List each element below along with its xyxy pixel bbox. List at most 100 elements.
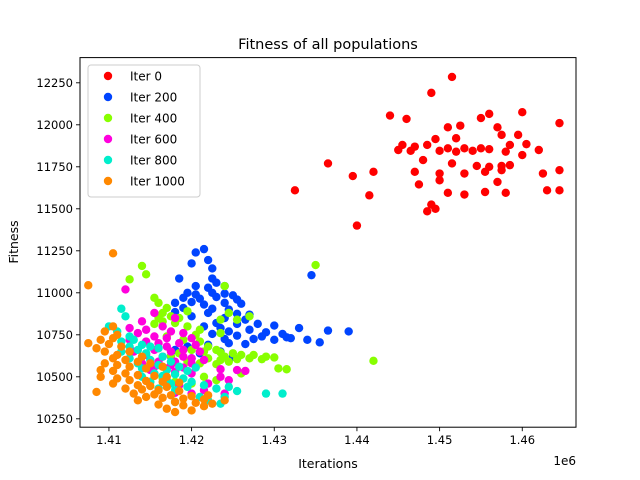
data-point <box>121 384 130 393</box>
data-point <box>170 313 180 323</box>
data-point <box>137 317 147 326</box>
data-point <box>129 389 138 398</box>
data-point <box>208 399 217 408</box>
data-point <box>522 139 531 149</box>
data-point <box>187 391 196 401</box>
data-point <box>497 130 506 140</box>
data-point <box>443 144 453 153</box>
data-point <box>232 354 242 364</box>
data-point <box>480 167 490 177</box>
data-point <box>158 362 167 371</box>
data-point <box>232 386 242 396</box>
data-point <box>224 382 233 392</box>
data-point <box>348 171 357 181</box>
legend-marker <box>103 92 113 102</box>
data-point <box>476 113 486 123</box>
y-tick-label: 10750 <box>36 328 73 342</box>
x-tick-label: 1.41 <box>96 433 122 447</box>
data-point <box>534 145 543 155</box>
data-point <box>216 365 225 374</box>
data-point <box>447 72 457 82</box>
data-point <box>100 359 110 368</box>
y-tick-label: 12250 <box>36 76 73 90</box>
data-point <box>121 369 130 378</box>
data-point <box>170 370 180 379</box>
data-point <box>451 134 461 143</box>
data-point <box>418 155 428 165</box>
legend-marker <box>103 113 113 123</box>
data-point <box>175 274 184 283</box>
x-axis-offset-label: 1e6 <box>553 454 576 468</box>
data-point <box>212 384 221 393</box>
legend-label: Iter 400 <box>130 112 177 126</box>
x-tick-label: 1.42 <box>179 433 205 447</box>
data-point <box>170 298 180 308</box>
data-point <box>175 362 184 371</box>
data-point <box>150 371 159 381</box>
data-point <box>538 169 548 178</box>
data-point <box>228 349 238 358</box>
data-point <box>108 333 118 343</box>
data-point <box>245 312 254 321</box>
data-point <box>208 329 217 339</box>
legend-label: Iter 800 <box>130 154 177 168</box>
legend-frame <box>87 64 201 198</box>
data-point <box>216 315 225 324</box>
data-point <box>257 332 267 341</box>
x-tick-label: 1.45 <box>427 433 453 447</box>
y-tick-label: 11500 <box>36 202 73 216</box>
data-point <box>460 169 469 178</box>
data-point <box>108 354 118 363</box>
data-point <box>505 160 515 170</box>
legend-marker <box>103 155 113 165</box>
data-point <box>224 357 233 366</box>
data-point <box>175 339 184 348</box>
data-point <box>220 298 229 308</box>
data-point <box>307 270 316 280</box>
data-point <box>435 176 444 185</box>
data-point <box>282 365 291 374</box>
data-point <box>286 333 295 343</box>
data-point <box>187 297 196 307</box>
data-point <box>158 322 167 331</box>
data-point <box>150 319 159 329</box>
legend-marker <box>103 134 113 144</box>
data-point <box>414 180 424 189</box>
data-point <box>216 372 225 381</box>
data-point <box>166 357 176 366</box>
data-point <box>294 323 304 333</box>
x-tick-label: 1.43 <box>261 433 287 447</box>
data-point <box>369 356 378 366</box>
data-point <box>423 207 432 216</box>
data-point <box>456 121 465 130</box>
x-tick-label: 1.46 <box>509 433 535 447</box>
data-point <box>224 339 233 348</box>
data-point <box>542 186 552 195</box>
data-point <box>385 111 395 120</box>
plot-frame <box>79 57 577 428</box>
x-tick-label: 1.44 <box>344 433 370 447</box>
y-tick-label: 10500 <box>36 370 73 384</box>
data-point <box>125 375 134 385</box>
data-point <box>203 255 213 265</box>
data-point <box>555 165 564 175</box>
legend: Iter 0 Iter 200 Iter 400 Iter 600 Iter 800 It… <box>87 64 201 198</box>
y-tick-label: 11000 <box>36 286 73 300</box>
data-point <box>150 332 159 341</box>
data-point <box>199 355 209 365</box>
data-point <box>443 188 453 198</box>
data-point <box>220 281 229 291</box>
data-point <box>555 118 564 128</box>
data-point <box>472 161 481 171</box>
data-point <box>162 333 171 343</box>
data-point <box>241 339 250 349</box>
data-point <box>183 307 192 316</box>
points-layer <box>84 72 564 417</box>
data-point <box>208 264 217 273</box>
data-point <box>220 289 229 298</box>
data-point <box>84 281 93 290</box>
y-axis: 10250 10500 10750 11000 11250 11500 11750 12000… <box>36 76 80 426</box>
y-tick-label: 12000 <box>36 118 73 132</box>
x-axis-label: Iterations <box>298 456 358 471</box>
